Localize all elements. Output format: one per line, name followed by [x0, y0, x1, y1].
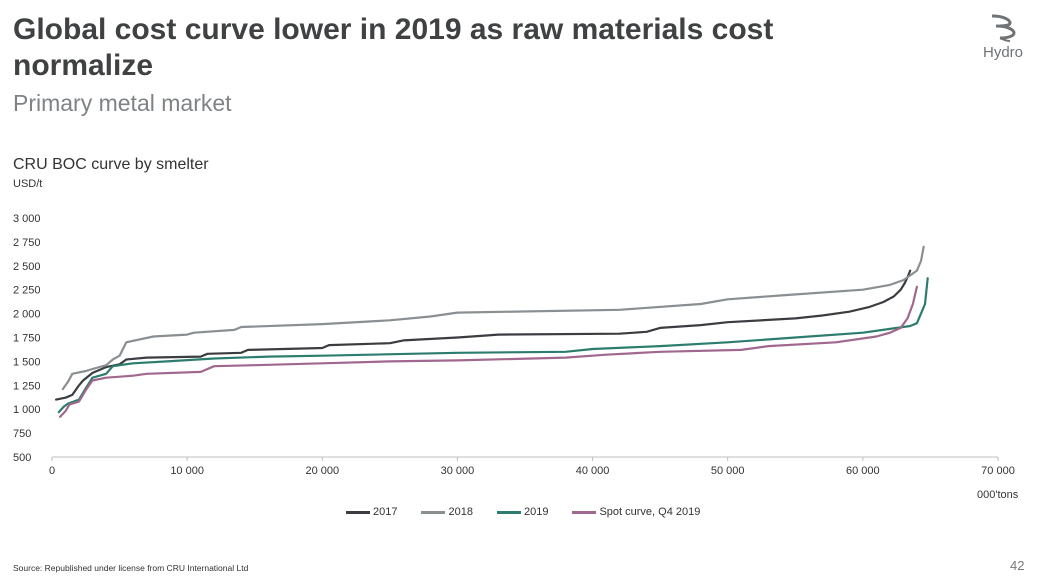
y-tick-label: 750: [13, 428, 31, 440]
legend-item-2: 2019: [496, 506, 549, 518]
y-tick-label: 1 500: [13, 356, 41, 368]
legend-swatch: [496, 510, 521, 514]
legend-swatch: [421, 510, 446, 514]
chart-legend: 2017 2018 2019 Spot curve, Q4 2019: [346, 506, 700, 518]
chart-series: [55, 245, 929, 418]
x-tick-label: 70 000: [981, 465, 1015, 477]
y-tick-label: 2 250: [13, 285, 41, 297]
y-tick-label: 500: [13, 452, 31, 464]
legend-label: 2019: [523, 506, 549, 518]
chart-axes: 0 10 000 20 000 30 000 40 000 50 000 60 000 70 …: [13, 213, 1015, 477]
x-tick-label: 60 000: [846, 465, 880, 477]
x-axis-label: 000'tons: [977, 489, 1019, 501]
y-tick-label: 2 000: [13, 309, 41, 321]
legend-item-0: 2017: [346, 506, 397, 518]
legend-label: 2018: [448, 506, 473, 518]
series-line-2: [57, 277, 929, 414]
logo-text: Hydro: [982, 44, 1023, 61]
legend-label: 2017: [373, 506, 398, 518]
y-tick-label: 3 000: [13, 213, 41, 225]
hydro-logo: Hydro: [978, 14, 1028, 61]
series-line-1: [61, 245, 925, 391]
y-tick-label: 2 750: [13, 237, 41, 249]
x-tick-label: 0: [49, 465, 55, 477]
y-axis-label: USD/t: [13, 178, 43, 190]
legend-swatch: [346, 510, 370, 514]
page-subtitle: Primary metal market: [13, 90, 232, 116]
y-tick-label: 1 750: [13, 333, 41, 345]
legend-item-1: 2018: [421, 506, 473, 518]
x-tick-label: 10 000: [170, 465, 204, 477]
y-tick-label: 1 250: [13, 380, 41, 392]
x-tick-label: 50 000: [711, 465, 745, 477]
legend-item-3: Spot curve, Q4 2019: [572, 506, 700, 518]
page-title: Global cost curve lower in 2019 as raw m…: [13, 13, 774, 82]
x-tick-label: 20 000: [305, 465, 339, 477]
y-tick-label: 2 500: [13, 261, 41, 273]
page-number: 42: [1010, 558, 1025, 573]
y-tick-label: 1 000: [13, 404, 41, 416]
chart-title: CRU BOC curve by smelter: [13, 156, 209, 173]
source-note: Source: Republished under license from C…: [13, 563, 249, 573]
series-line-0: [55, 269, 912, 401]
hydro-logo-icon: [991, 14, 1016, 42]
x-tick-label: 30 000: [441, 465, 475, 477]
legend-label: Spot curve, Q4 2019: [599, 506, 701, 518]
x-tick-label: 40 000: [576, 465, 610, 477]
series-line-3: [59, 285, 918, 418]
legend-swatch: [572, 510, 597, 514]
